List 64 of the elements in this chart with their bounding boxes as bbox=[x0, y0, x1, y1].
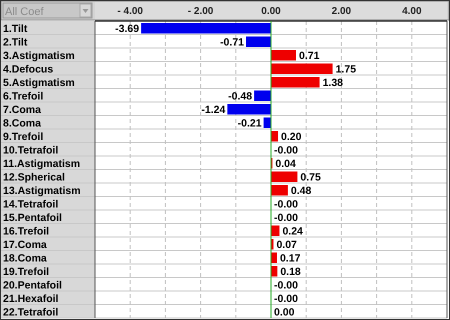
y-tick-label: 19.Trefoil bbox=[3, 266, 50, 278]
data-label: 0.48 bbox=[290, 184, 312, 197]
data-label: -3.69 bbox=[115, 22, 140, 35]
y-tick-label: 17.Coma bbox=[3, 238, 47, 251]
bar bbox=[271, 131, 278, 142]
y-tick-label: 22.Tetrafoil bbox=[3, 306, 58, 318]
y-tick-label: 5.Astigmatism bbox=[3, 76, 75, 89]
bar bbox=[246, 36, 271, 47]
y-tick-label: 15.Pentafoil bbox=[3, 212, 62, 224]
data-label: 0.00 bbox=[274, 306, 295, 318]
y-tick-label: 8.Coma bbox=[3, 117, 42, 130]
y-tick-label: 13.Astigmatism bbox=[3, 184, 81, 197]
bar bbox=[271, 185, 288, 196]
data-label: 0.18 bbox=[280, 266, 301, 278]
y-tick-label: 21.Hexafoil bbox=[3, 292, 59, 305]
x-tick-label: 4.00 bbox=[402, 6, 422, 17]
x-tick-label: - 2.00 bbox=[188, 6, 214, 17]
data-label: -0.71 bbox=[220, 36, 244, 48]
text: All Coef bbox=[5, 6, 44, 18]
data-label: 1.75 bbox=[336, 63, 356, 76]
data-label: -0.21 bbox=[238, 117, 262, 130]
y-tick-label: 10.Tetrafoil bbox=[3, 144, 58, 156]
data-label: 1.38 bbox=[322, 76, 344, 89]
bar bbox=[141, 23, 271, 34]
bar bbox=[271, 226, 280, 236]
bar bbox=[227, 104, 271, 114]
y-tick-label: 20.Pentafoil bbox=[3, 279, 62, 292]
data-label: 0.20 bbox=[281, 130, 302, 143]
data-label: 0.07 bbox=[276, 238, 298, 251]
y-tick-label: 11.Astigmatism bbox=[3, 158, 80, 170]
y-tick-label: 9.Trefoil bbox=[3, 130, 44, 143]
bar bbox=[271, 172, 298, 182]
data-label: 0.24 bbox=[282, 225, 304, 238]
y-tick-label: 16.Trefoil bbox=[3, 225, 50, 238]
y-tick-label: 4.Defocus bbox=[3, 63, 54, 76]
bar bbox=[264, 118, 271, 128]
bar bbox=[271, 266, 278, 276]
data-label: -0.00 bbox=[274, 198, 298, 210]
data-label: 0.04 bbox=[275, 158, 296, 170]
data-label: -0.00 bbox=[274, 212, 298, 224]
data-label: 0.71 bbox=[298, 50, 320, 62]
bar bbox=[254, 90, 271, 101]
y-tick-label: 18.Coma bbox=[3, 252, 47, 264]
y-tick-label: 1.Tilt bbox=[3, 22, 28, 35]
data-label: -0.00 bbox=[274, 144, 298, 156]
bar bbox=[271, 50, 296, 60]
x-tick-label: 2.00 bbox=[332, 6, 352, 17]
y-tick-label: 14.Tetrafoil bbox=[3, 198, 58, 210]
data-label: -0.48 bbox=[228, 90, 252, 102]
bar bbox=[271, 77, 320, 88]
y-tick-label: 7.Coma bbox=[3, 104, 42, 116]
data-label: -1.24 bbox=[201, 104, 226, 116]
data-label: -0.00 bbox=[274, 279, 298, 292]
data-label: 0.17 bbox=[280, 252, 301, 264]
data-label: 0.75 bbox=[300, 171, 321, 184]
y-tick-label: 2.Tilt bbox=[3, 36, 28, 48]
bar bbox=[271, 64, 333, 74]
y-tick-label: 12.Spherical bbox=[3, 171, 65, 184]
y-tick-label: 6.Trefoil bbox=[3, 90, 44, 102]
x-tick-label: - 4.00 bbox=[117, 6, 144, 17]
bar bbox=[271, 252, 277, 263]
y-tick-label: 3.Astigmatism bbox=[3, 50, 75, 62]
x-tick-label: 0.00 bbox=[261, 6, 282, 17]
data-label: -0.00 bbox=[274, 292, 298, 305]
